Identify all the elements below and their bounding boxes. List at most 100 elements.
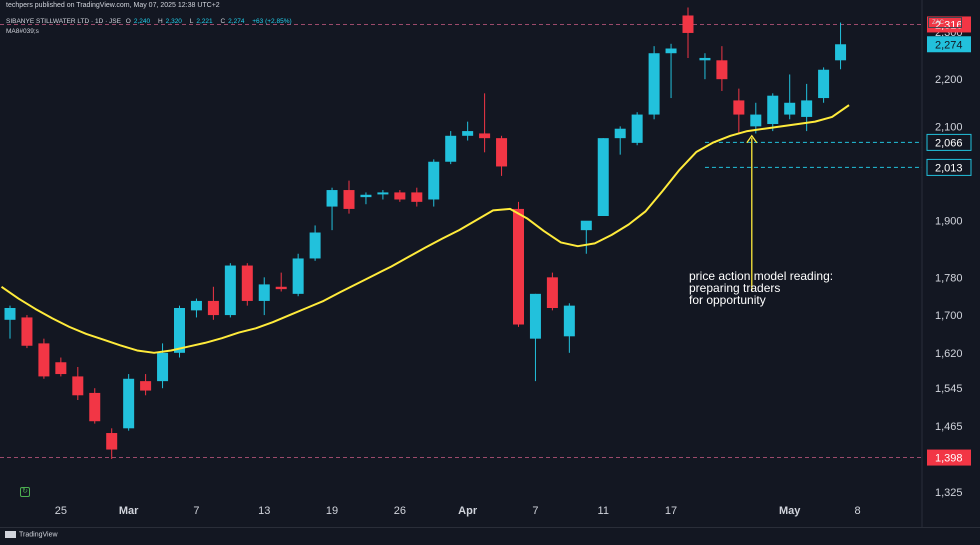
candle-body: [801, 100, 813, 117]
y-tick-label: 1,620: [935, 348, 963, 360]
x-tick-label: 7: [532, 505, 538, 517]
candle-body: [72, 376, 84, 396]
candle-body: [445, 135, 457, 162]
high-value: 2,320: [165, 18, 182, 25]
candle-body: [479, 133, 491, 139]
candle-body: [733, 100, 745, 115]
candle-body: [343, 190, 355, 209]
x-tick-label: 7: [193, 505, 199, 517]
candle-body: [275, 286, 287, 290]
indicator-label[interactable]: MA8#039;s: [6, 28, 39, 35]
candle-body: [55, 362, 67, 375]
price-label-box: [927, 16, 971, 33]
candle-body: [682, 15, 694, 33]
y-tick-label: 2,100: [935, 121, 963, 133]
candle-body: [106, 433, 118, 450]
candle-body: [326, 190, 338, 207]
price-label-box: [927, 449, 971, 466]
open-value: 2,240: [133, 18, 151, 25]
candle-body: [224, 265, 236, 316]
candle-body: [665, 48, 677, 54]
candle-body: [580, 220, 592, 231]
close-value: 2,274: [228, 18, 245, 25]
brand-text: TradingView: [19, 531, 58, 539]
x-tick-label: 25: [55, 505, 67, 517]
candle-body: [563, 305, 575, 337]
moving-average-line: [0, 104, 850, 354]
candle-body: [631, 114, 643, 143]
x-tick-label: Apr: [458, 505, 478, 517]
x-tick-label: 17: [665, 505, 677, 517]
annotation-text: price action model reading: preparing tr…: [689, 269, 834, 307]
candle-body: [818, 69, 830, 99]
candle-body: [241, 265, 253, 301]
replay-icon[interactable]: ↻: [20, 487, 30, 497]
candle-body: [38, 343, 50, 377]
candle-body: [699, 57, 711, 61]
candle-body: [462, 131, 474, 136]
price-label: 1,398: [935, 453, 963, 465]
footer-bar: [0, 527, 980, 545]
candle-body: [529, 293, 541, 339]
candle-body: [123, 378, 135, 429]
price-label: 2,274: [935, 39, 963, 51]
y-tick-label: 1,465: [935, 421, 963, 433]
y-tick-label: 1,545: [935, 383, 963, 395]
candle-body: [428, 161, 440, 200]
candle-body: [190, 300, 202, 311]
candle-body: [89, 392, 101, 422]
price-label: 2,013: [935, 162, 963, 174]
y-tick-label: 1,700: [935, 310, 963, 322]
y-tick-label: 1,900: [935, 216, 963, 228]
candle-body: [207, 300, 219, 316]
high-key: H: [157, 18, 163, 25]
open-key: O: [125, 18, 131, 25]
y-tick-label: 1,325: [935, 487, 963, 499]
publisher-line: techpers published on TradingView.com, M…: [6, 2, 220, 9]
candle-body: [784, 102, 796, 115]
tradingview-logo: TradingView: [5, 531, 58, 538]
x-tick-label: May: [779, 505, 801, 517]
candle-body: [4, 308, 16, 320]
candle-body: [258, 284, 270, 301]
low-value: 2,221: [196, 18, 213, 25]
annotation-arrow-head: [746, 134, 758, 144]
price-label: 2,066: [935, 137, 963, 149]
y-tick-label: 2,200: [935, 74, 963, 86]
candle-body: [309, 232, 321, 259]
price-label-box: [926, 158, 972, 176]
price-label-box: [926, 133, 972, 151]
candle-body: [292, 258, 304, 294]
candle-body: [21, 317, 33, 346]
candle-body: [140, 381, 152, 391]
close-key: C: [220, 18, 226, 25]
x-tick-label: 13: [258, 505, 270, 517]
candle-body: [835, 44, 847, 61]
candle-body: [411, 192, 423, 202]
x-tick-label: 11: [598, 505, 609, 517]
candle-body: [496, 138, 508, 167]
candle-body: [648, 53, 660, 115]
candle-body: [614, 128, 626, 139]
candle-body: [716, 60, 728, 80]
candle-body: [360, 194, 372, 198]
x-tick-label: 8: [854, 505, 860, 517]
price-label-box: [927, 36, 971, 53]
candle-body: [767, 95, 779, 124]
currency-label[interactable]: ZAC: [928, 17, 962, 28]
x-tick-label: Mar: [119, 505, 139, 517]
candle-body: [546, 277, 558, 308]
candle-body: [174, 308, 185, 353]
y-tick-label: 1,780: [935, 272, 963, 284]
price-label: 2,316: [935, 19, 963, 31]
candle-body: [597, 138, 609, 216]
low-key: L: [189, 18, 194, 25]
candle-body: [750, 114, 762, 127]
symbol-title: SIBANYE STILLWATER LTD · 1D · JSE: [6, 18, 121, 25]
tradingview-logo-icon: [5, 531, 16, 538]
candle-body: [513, 208, 524, 325]
x-tick-label: 26: [394, 505, 406, 517]
symbol-line: SIBANYE STILLWATER LTD · 1D · JSE O 2,240…: [6, 18, 295, 25]
candle-body: [377, 192, 389, 195]
